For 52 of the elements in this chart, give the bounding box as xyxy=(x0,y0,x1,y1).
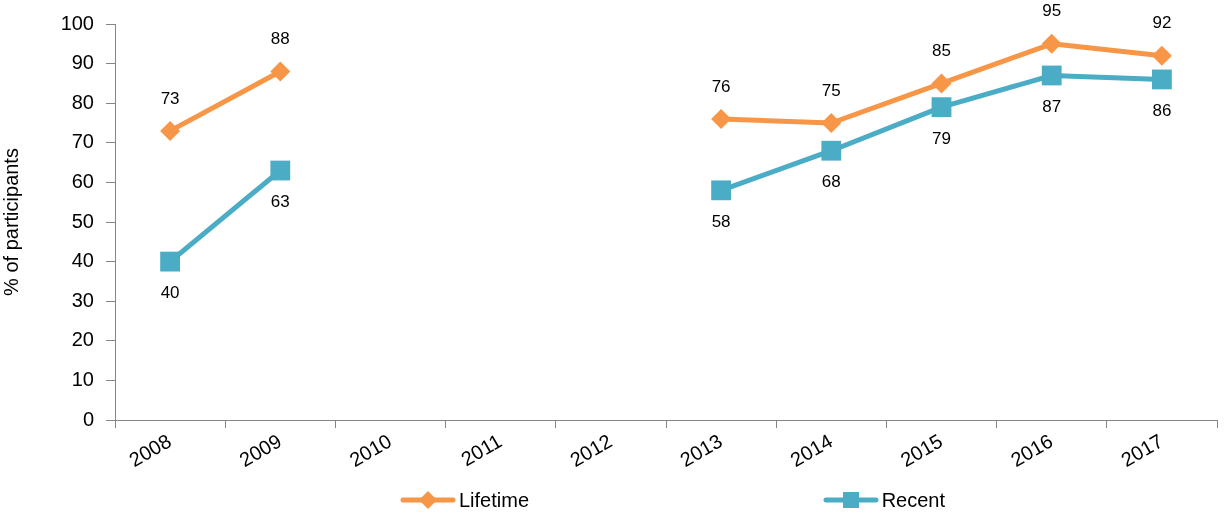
x-tick-label: 2011 xyxy=(457,429,506,471)
x-tick-label: 2009 xyxy=(235,429,286,471)
point xyxy=(1041,65,1062,86)
data-label: 73 xyxy=(160,88,180,108)
point xyxy=(711,109,732,130)
x-tick-label: 2010 xyxy=(345,429,396,471)
y-tick-label: 30 xyxy=(71,288,94,311)
y-tick-label: 20 xyxy=(71,328,94,351)
point xyxy=(821,113,842,133)
x-tick-label: 2008 xyxy=(125,429,175,471)
point xyxy=(931,73,952,94)
x-tick-label: 2012 xyxy=(566,429,616,471)
point xyxy=(1041,33,1062,54)
data-label: 75 xyxy=(821,80,841,100)
point xyxy=(1152,69,1172,90)
y-tick-label: 10 xyxy=(71,367,94,390)
data-label: 85 xyxy=(932,41,951,61)
y-tick-label: 100 xyxy=(60,11,94,34)
y-tick-label: 60 xyxy=(71,169,94,192)
x-tick-label: 2017 xyxy=(1117,429,1167,471)
point xyxy=(711,180,731,201)
y-tick-label: 50 xyxy=(71,209,94,232)
point xyxy=(931,97,952,118)
data-label: 79 xyxy=(932,128,951,148)
data-label: 76 xyxy=(711,76,731,96)
y-axis-title: % of participants xyxy=(0,148,22,296)
legend-label: Recent xyxy=(881,489,945,511)
y-tick-label: 0 xyxy=(82,407,94,430)
y-tick-label: 80 xyxy=(71,90,94,113)
y-tick-label: 90 xyxy=(71,51,94,74)
data-label: 86 xyxy=(1152,101,1172,121)
data-label: 68 xyxy=(821,172,841,192)
data-label: 63 xyxy=(270,192,290,212)
x-tick-label: 2015 xyxy=(896,429,947,471)
data-label: 92 xyxy=(1152,13,1172,33)
point xyxy=(270,160,291,181)
data-label: 58 xyxy=(711,212,731,232)
data-label: 87 xyxy=(1042,97,1062,117)
data-label: 40 xyxy=(160,283,180,303)
data-label: 95 xyxy=(1042,1,1062,21)
point xyxy=(270,61,291,82)
point xyxy=(821,140,842,161)
point xyxy=(1151,45,1172,66)
point xyxy=(160,251,180,272)
point xyxy=(160,120,181,141)
x-tick-label: 2014 xyxy=(786,429,837,471)
data-label: 88 xyxy=(270,29,290,49)
y-tick-label: 70 xyxy=(71,130,94,153)
x-tick-label: 2016 xyxy=(1006,429,1057,471)
y-tick-label: 40 xyxy=(71,249,94,272)
x-tick-label: 2013 xyxy=(676,429,726,471)
legend-label: Lifetime xyxy=(459,489,530,511)
